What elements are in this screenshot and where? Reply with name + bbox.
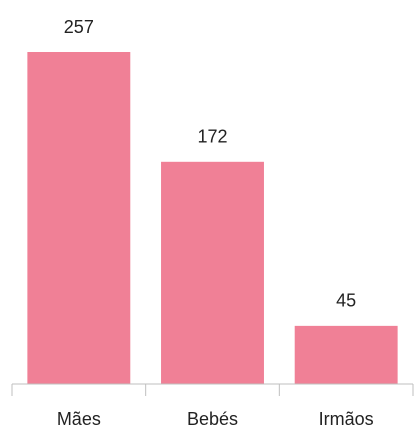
data-label: 172	[197, 127, 227, 147]
bar	[294, 325, 398, 384]
data-label: 45	[336, 291, 356, 311]
x-tick-label: Mães	[57, 409, 101, 429]
data-label: 257	[64, 17, 94, 37]
x-tick-label: Irmãos	[319, 409, 374, 429]
bar	[27, 52, 131, 384]
bar	[161, 161, 264, 384]
x-tick-label: Bebés	[187, 409, 238, 429]
